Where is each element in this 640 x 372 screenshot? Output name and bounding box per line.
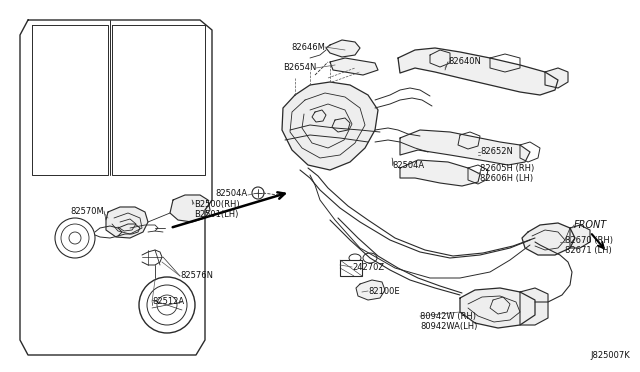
Circle shape — [252, 187, 264, 199]
Circle shape — [139, 277, 195, 333]
Polygon shape — [522, 223, 575, 255]
Text: FRONT: FRONT — [574, 220, 607, 230]
Text: 82606H (LH): 82606H (LH) — [480, 174, 533, 183]
Polygon shape — [326, 40, 360, 57]
Polygon shape — [400, 160, 480, 186]
Polygon shape — [520, 288, 548, 325]
Text: 82504A: 82504A — [392, 160, 424, 170]
Text: 82576N: 82576N — [180, 272, 213, 280]
Text: B2500(RH): B2500(RH) — [194, 199, 239, 208]
Text: B2654N: B2654N — [283, 64, 316, 73]
Text: 80942W (RH): 80942W (RH) — [420, 311, 476, 321]
Text: B2501(LH): B2501(LH) — [194, 209, 238, 218]
Text: 82512A: 82512A — [152, 298, 184, 307]
Ellipse shape — [363, 253, 377, 263]
Text: 82670 (RH): 82670 (RH) — [565, 235, 613, 244]
Text: J825007K: J825007K — [590, 352, 630, 360]
Polygon shape — [545, 68, 568, 88]
Polygon shape — [282, 82, 378, 170]
Polygon shape — [460, 288, 535, 328]
Text: 82605H (RH): 82605H (RH) — [480, 164, 534, 173]
Text: 82652N: 82652N — [480, 148, 513, 157]
Text: 82100E: 82100E — [368, 286, 399, 295]
Ellipse shape — [349, 254, 361, 262]
Circle shape — [55, 218, 95, 258]
Text: 24270Z: 24270Z — [352, 263, 384, 272]
Polygon shape — [330, 58, 378, 75]
Polygon shape — [570, 225, 590, 248]
Polygon shape — [356, 280, 385, 300]
Bar — [340, 260, 362, 276]
Text: 82646M: 82646M — [291, 42, 325, 51]
Polygon shape — [106, 207, 148, 238]
Polygon shape — [400, 130, 530, 165]
Text: 82640N: 82640N — [448, 58, 481, 67]
Text: 80942WA(LH): 80942WA(LH) — [420, 321, 477, 330]
Text: 82504A: 82504A — [216, 189, 248, 198]
Text: 82671 (LH): 82671 (LH) — [565, 246, 612, 254]
Polygon shape — [398, 48, 558, 95]
Polygon shape — [170, 195, 210, 222]
Text: 82570M: 82570M — [70, 206, 104, 215]
